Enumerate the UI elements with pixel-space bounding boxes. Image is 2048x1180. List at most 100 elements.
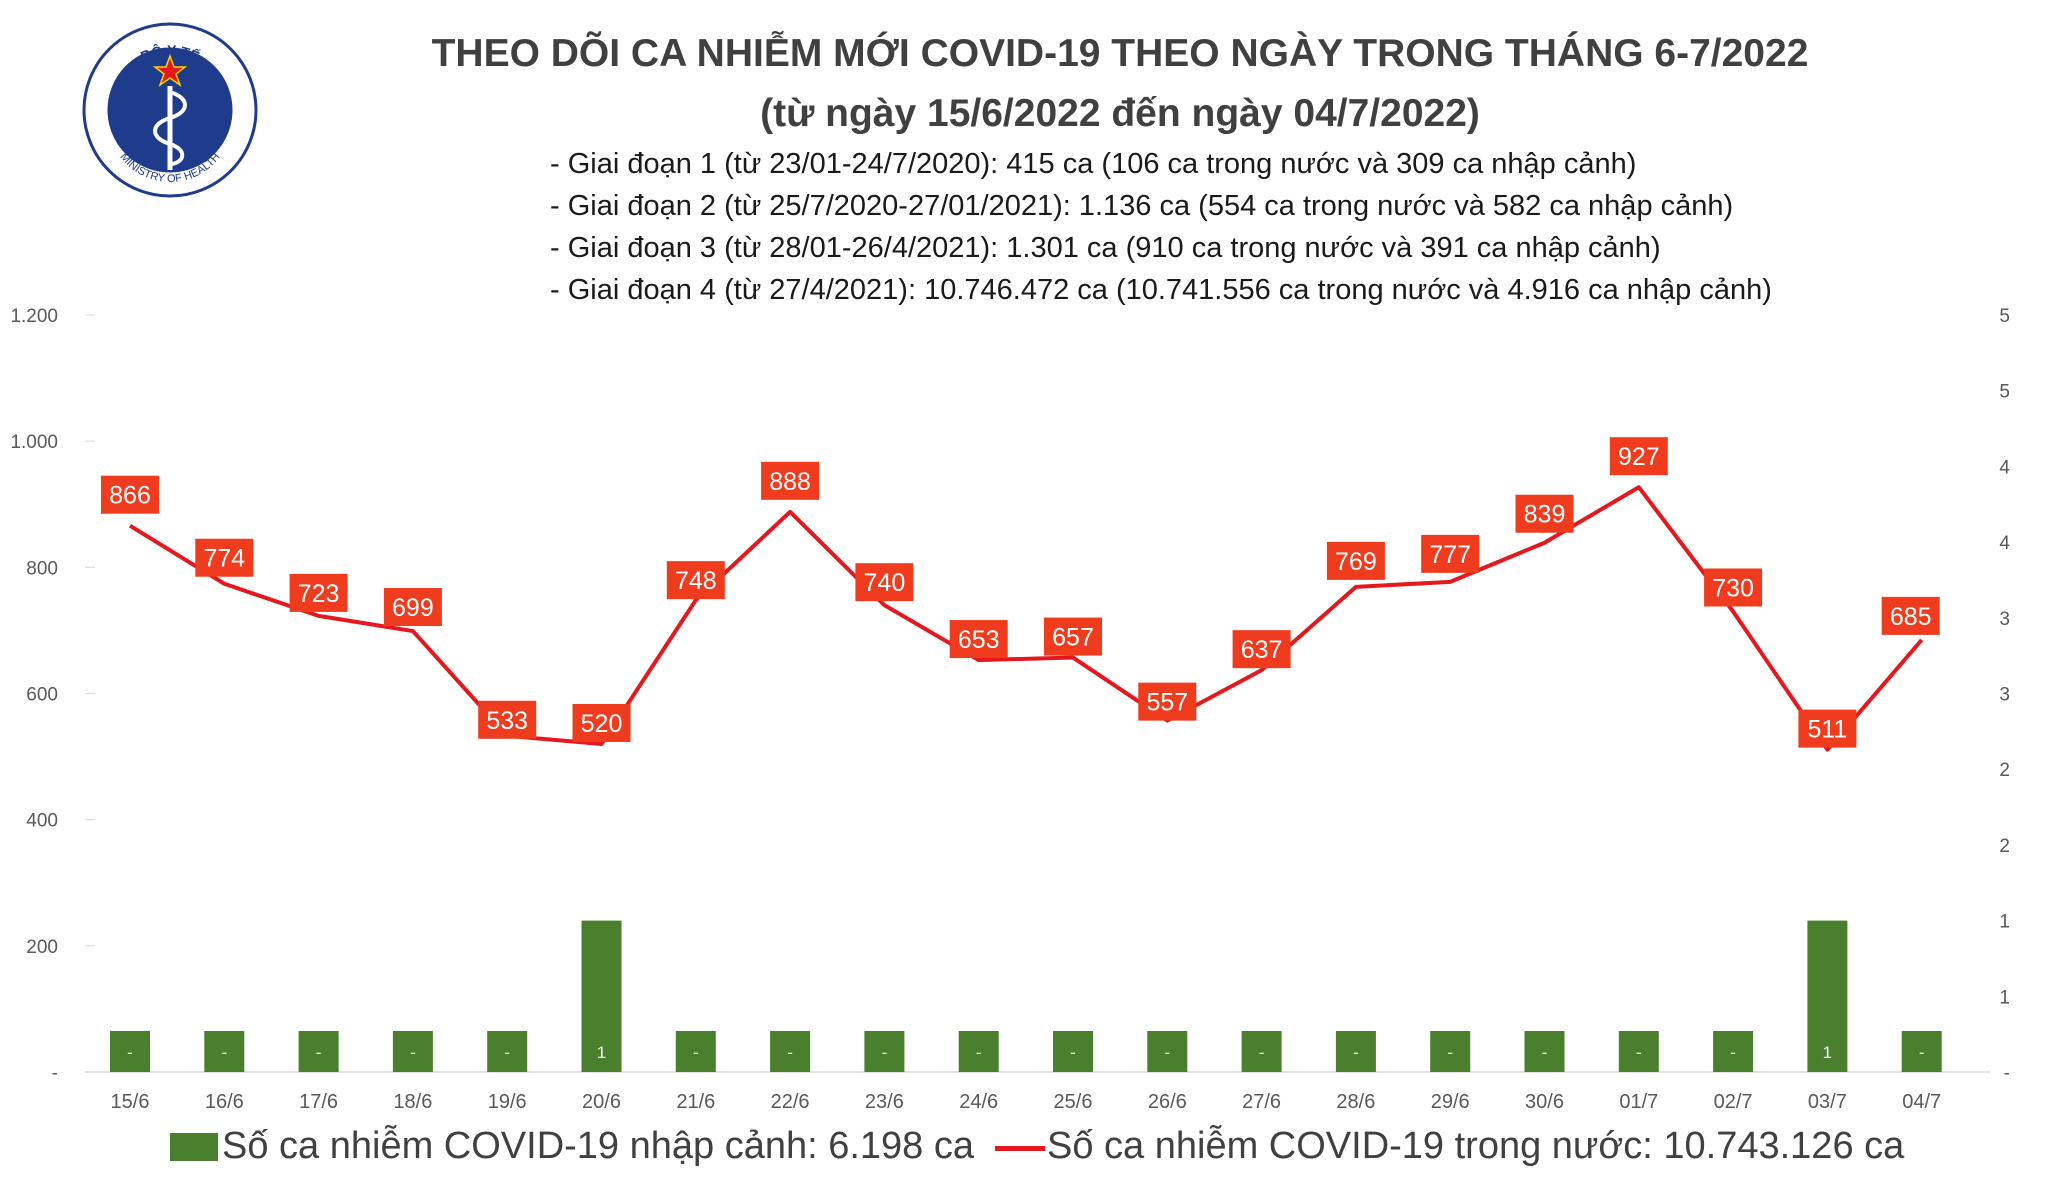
point-label-26/6: 557	[1138, 682, 1197, 721]
bar-label-19/6: -	[504, 1043, 510, 1062]
bar-17/6	[298, 1031, 339, 1072]
point-label-03/7: 511	[1798, 709, 1857, 748]
bar-label-28/6: -	[1353, 1043, 1359, 1062]
bar-label-25/6: -	[1070, 1043, 1076, 1062]
bar-label-24/6: -	[976, 1043, 982, 1062]
point-label-24/6: 653	[949, 620, 1008, 659]
point-label-02/7: 730	[1704, 568, 1763, 607]
point-label-text: 533	[486, 707, 528, 735]
point-label-text: 699	[392, 594, 434, 622]
point-label-bg	[666, 561, 725, 600]
point-label-text: 769	[1335, 548, 1377, 576]
point-label-text: 685	[1890, 603, 1932, 631]
phase-3-text: - Giai đoạn 3 (từ 28/01-26/4/2021): 1.30…	[550, 232, 1661, 264]
bar-16/6	[204, 1031, 245, 1072]
logo-top-text: BỘ Y TẾ	[138, 41, 202, 64]
x-tick-03/7: 03/7	[1808, 1091, 1847, 1113]
left-axis-tick: 600	[26, 685, 58, 706]
page-subtitle: (từ ngày 15/6/2022 đến ngày 04/7/2022)	[760, 92, 1480, 135]
ministry-logo: BỘ Y TẾ MINISTRY OF HEALTH	[82, 22, 258, 198]
bar-30/6	[1524, 1031, 1565, 1072]
point-label-bg	[1609, 437, 1668, 476]
point-label-25/6: 657	[1044, 617, 1102, 656]
point-label-bg	[1881, 596, 1940, 635]
left-axis-tick: 400	[26, 811, 58, 832]
bar-label-04/7: -	[1919, 1043, 1925, 1062]
point-label-text: 723	[298, 580, 340, 608]
x-tick-28/6: 28/6	[1336, 1091, 1375, 1113]
right-axis-tick: 5	[1999, 306, 2010, 327]
right-axis-tick: -	[2004, 1063, 2010, 1084]
page-title: THEO DÕI CA NHIỄM MỚI COVID-19 THEO NGÀY…	[431, 32, 1809, 75]
point-label-18/6: 699	[383, 588, 442, 627]
x-tick-01/7: 01/7	[1619, 1091, 1658, 1113]
point-label-15/6: 866	[101, 475, 159, 514]
x-tick-02/7: 02/7	[1714, 1091, 1753, 1113]
bar-20/6	[581, 920, 622, 1072]
point-label-text: 927	[1618, 443, 1660, 471]
right-axis-tick: 3	[1999, 685, 2010, 706]
point-label-text: 520	[581, 710, 623, 738]
x-tick-16/6: 16/6	[205, 1091, 244, 1113]
bar-label-22/6: -	[787, 1043, 793, 1062]
left-axis-tick: 200	[26, 937, 58, 958]
point-label-text: 557	[1146, 689, 1188, 717]
point-label-bg	[1232, 630, 1291, 669]
point-label-20/6: 520	[572, 703, 631, 742]
point-label-bg	[289, 573, 348, 612]
point-label-bg	[1326, 541, 1385, 580]
left-axis-tick: 1.200	[10, 306, 58, 327]
right-axis-tick: 2	[1999, 836, 2010, 857]
point-label-text: 839	[1524, 501, 1566, 529]
point-label-21/6: 748	[666, 561, 725, 600]
point-label-bg	[572, 703, 631, 742]
point-label-bg	[1138, 682, 1197, 721]
point-label-23/6: 740	[855, 563, 914, 602]
bar-label-21/6: -	[693, 1043, 699, 1062]
x-tick-19/6: 19/6	[488, 1091, 527, 1113]
point-label-bg	[478, 700, 537, 739]
bar-label-27/6: -	[1259, 1043, 1265, 1062]
x-tick-15/6: 15/6	[111, 1091, 150, 1113]
x-tick-23/6: 23/6	[865, 1091, 904, 1113]
bar-19/6	[487, 1031, 528, 1072]
bar-18/6	[392, 1031, 433, 1072]
point-label-text: 888	[769, 468, 811, 496]
point-label-text: 637	[1241, 636, 1283, 664]
x-tick-17/6: 17/6	[299, 1091, 338, 1113]
right-axis-tick: 4	[1999, 533, 2010, 554]
bar-22/6	[770, 1031, 811, 1072]
point-label-text: 774	[203, 545, 245, 573]
phase-1-text: - Giai đoạn 1 (từ 23/01-24/7/2020): 415 …	[550, 148, 1637, 180]
bar-02/7	[1713, 1031, 1754, 1072]
point-label-bg	[101, 475, 159, 514]
left-axis-tick: 1.000	[10, 432, 58, 453]
bar-15/6	[110, 1031, 150, 1072]
point-label-bg	[1798, 709, 1857, 748]
bar-label-17/6: -	[316, 1043, 322, 1062]
right-axis-tick: 5	[1999, 382, 2010, 403]
bar-03/7	[1807, 920, 1848, 1072]
point-label-text: 866	[109, 482, 151, 510]
point-label-bg	[195, 538, 254, 577]
bar-label-16/6: -	[221, 1043, 227, 1062]
point-label-29/6: 777	[1421, 534, 1480, 573]
point-label-text: 657	[1052, 624, 1094, 652]
bar-label-23/6: -	[882, 1043, 888, 1062]
x-tick-21/6: 21/6	[676, 1091, 715, 1113]
bar-23/6	[864, 1031, 905, 1072]
bar-label-03/7: 1	[1823, 1043, 1832, 1062]
point-label-04/7: 685	[1881, 596, 1940, 635]
bar-label-20/6: 1	[597, 1043, 606, 1062]
bar-27/6	[1241, 1031, 1282, 1072]
bar-26/6	[1147, 1031, 1188, 1072]
x-tick-30/6: 30/6	[1525, 1091, 1564, 1113]
legend-bar-label: Số ca nhiễm COVID-19 nhập cảnh: 6.198 ca	[222, 1125, 975, 1167]
phase-2-text: - Giai đoạn 2 (từ 25/7/2020-27/01/2021):…	[550, 190, 1734, 222]
point-label-text: 748	[675, 567, 717, 595]
right-axis-tick: 3	[1999, 609, 2010, 630]
right-axis-tick: 2	[1999, 760, 2010, 781]
point-label-text: 653	[958, 626, 1000, 654]
point-label-19/6: 533	[478, 700, 537, 739]
point-label-bg	[1704, 568, 1763, 607]
